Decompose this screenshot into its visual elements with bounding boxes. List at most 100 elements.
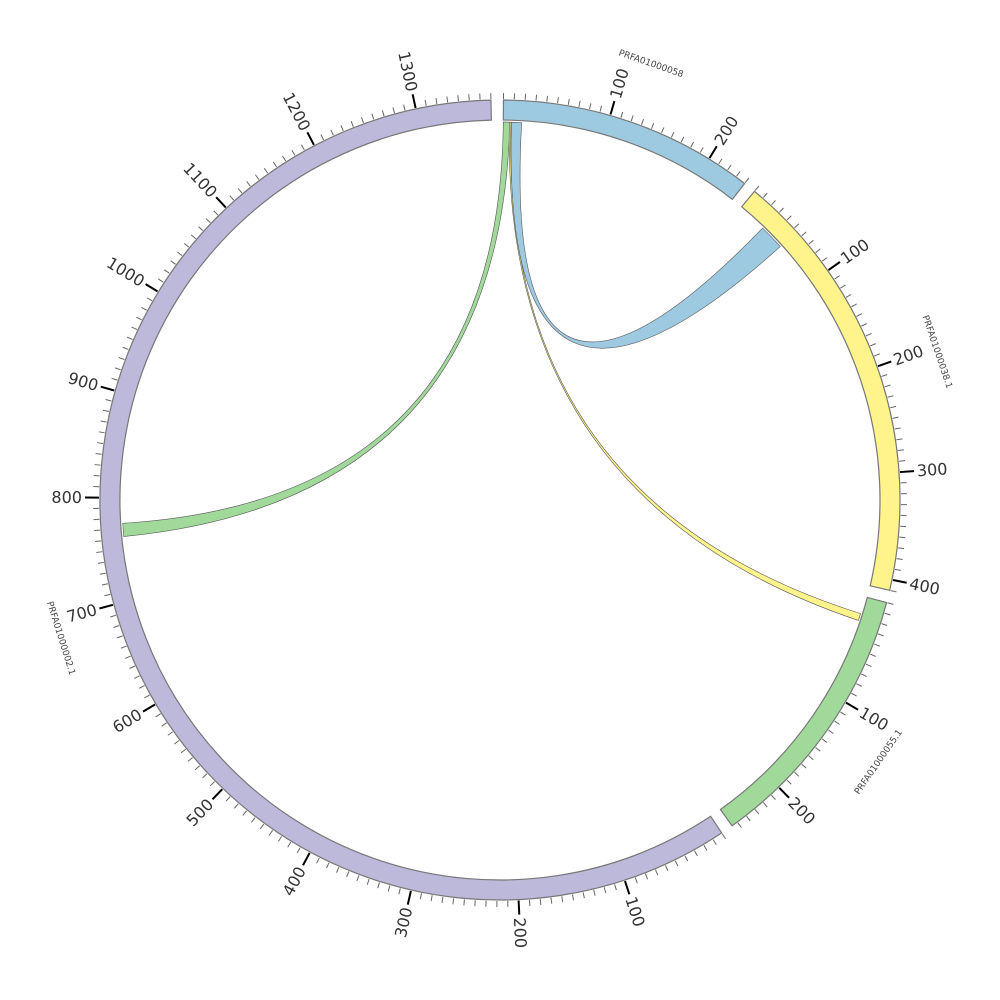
minor-tick [242,810,247,816]
minor-tick [651,122,655,129]
minor-tick [582,892,585,899]
minor-tick [99,572,106,575]
minor-tick [881,374,888,377]
minor-tick [131,326,138,331]
minor-tick [887,395,894,398]
major-tick [827,261,841,271]
minor-tick [356,875,360,882]
minor-tick [896,558,903,560]
minor-tick [387,885,391,892]
minor-tick [272,161,278,168]
major-tick [624,880,631,895]
minor-tick [122,346,129,350]
minor-tick [97,561,104,564]
minor-tick [419,893,422,900]
minor-tick [786,779,792,785]
minor-tick [325,862,330,869]
minor-tick [680,136,685,143]
major-tick [845,701,859,711]
minor-tick [899,460,906,462]
minor-tick [884,384,891,388]
minor-tick [282,155,287,162]
minor-tick [821,738,828,743]
minor-tick [794,223,800,229]
tick-label: 600 [109,705,145,737]
minor-tick [350,121,354,127]
tick-label: 200 [784,793,819,828]
minor-tick [330,129,334,136]
minor-tick [96,442,104,445]
minor-tick [778,207,784,213]
minor-tick [340,125,344,132]
minor-tick [110,614,117,618]
minor-tick [851,303,857,308]
minor-tick [94,464,101,466]
major-tick [517,900,521,915]
minor-tick [892,416,899,419]
major-tick [306,131,315,146]
segment-label: PRFA01000055.1 [853,728,905,797]
minor-tick [856,313,863,317]
minor-tick [170,260,176,265]
minor-tick [316,857,320,864]
tick-label: 700 [65,600,99,626]
minor-tick [259,823,265,830]
minor-tick [557,97,559,104]
minor-tick [567,98,570,105]
minor-tick [593,889,596,896]
segment-label: PRFA01000038.1 [920,314,954,390]
labels-layer: 100200PRFA01000058100200300400PRFA010000… [44,49,954,949]
minor-tick [661,127,665,134]
minor-tick [881,623,888,626]
minor-tick [561,896,564,903]
tick-label: 1100 [179,159,221,202]
minor-tick [452,898,455,905]
minor-tick [138,685,145,689]
minor-tick [630,115,634,122]
minor-tick [727,164,732,171]
minor-tick [865,663,872,668]
tick-label: 1200 [279,89,315,134]
minor-tick [603,887,607,894]
minor-tick [120,645,127,649]
minor-tick [403,104,406,111]
segments-layer [99,99,901,901]
minor-tick [894,427,901,430]
tick-label: 200 [891,341,926,369]
minor-tick [300,144,305,151]
tick-label: 300 [391,905,416,939]
minor-tick [786,215,792,221]
minor-tick [190,234,197,240]
minor-tick [424,99,427,106]
minor-tick [845,293,852,298]
minor-tick [198,226,204,232]
minor-tick [366,878,370,885]
minor-tick [718,158,723,165]
minor-tick [674,860,679,867]
minor-tick [133,675,140,679]
tick-label: 200 [510,917,530,948]
tick-label: 300 [916,459,948,480]
major-tick [411,94,417,109]
minor-tick [114,367,121,371]
minor-tick [251,817,256,823]
tick-label: 100 [837,235,873,268]
minor-tick [95,453,102,455]
major-tick [406,890,412,905]
minor-tick [546,95,548,102]
minor-tick [155,713,161,718]
minor-tick [100,420,107,423]
minor-tick [194,765,201,771]
minor-tick [539,898,542,905]
minor-tick [320,134,325,141]
minor-tick [897,449,904,451]
minor-tick [634,877,638,884]
minor-tick [336,867,340,873]
minor-tick [614,884,617,891]
minor-tick [754,185,760,191]
major-tick [215,196,227,209]
minor-tick [870,343,876,347]
minor-tick [161,722,167,727]
minor-tick [96,551,103,553]
